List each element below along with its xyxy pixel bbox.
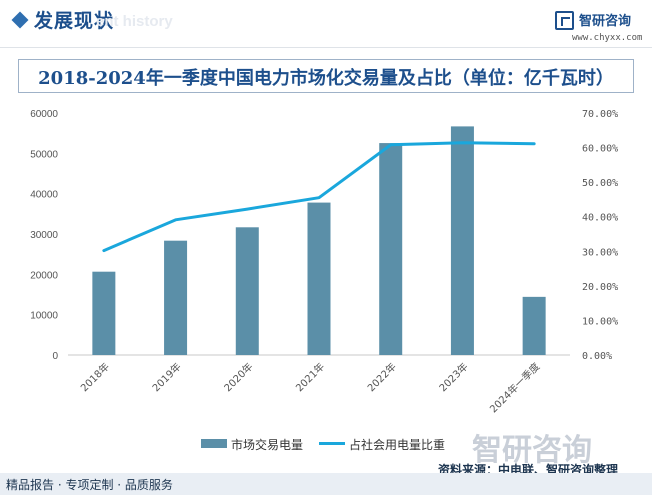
legend-bar-swatch: [201, 439, 227, 448]
x-tick-label: 2020年: [221, 360, 255, 394]
y-right-tick-label: 40.00%: [582, 213, 618, 224]
y-left-tick-label: 0: [52, 351, 58, 362]
bar-4: [379, 143, 403, 355]
y-right-tick-label: 70.00%: [582, 109, 618, 120]
y-left-tick-label: 30000: [30, 230, 58, 241]
brand-logo-icon: [555, 11, 574, 30]
section-subtitle-ghost: ent history: [96, 13, 173, 30]
y-left-tick-label: 20000: [30, 270, 58, 281]
footer-text: 精品报告 · 专项定制 · 品质服务: [6, 478, 173, 492]
x-tick-label: 2022年: [365, 360, 399, 394]
brand-name: 智研咨询: [579, 14, 632, 29]
bar-0: [92, 271, 116, 355]
chart-title-box: [18, 59, 634, 93]
chart-title: 2018-2024年一季度中国电力市场化交易量及占比（单位：亿千瓦时）: [38, 68, 614, 89]
y-right-tick-label: 10.00%: [582, 316, 618, 327]
y-left-tick-label: 60000: [30, 109, 58, 120]
y-left-tick-label: 50000: [30, 149, 58, 160]
bar-3: [307, 202, 331, 355]
y-right-tick-label: 60.00%: [582, 144, 618, 155]
bar-6: [522, 296, 546, 355]
x-tick-label: 2021年: [293, 360, 327, 394]
watermark-logo: 智研咨询: [472, 433, 592, 468]
legend-line-swatch: [319, 442, 345, 445]
section-title: 发展现状: [34, 10, 115, 32]
footer-bar: [0, 473, 652, 495]
bar-2: [235, 227, 259, 355]
y-right-tick-label: 50.00%: [582, 178, 618, 189]
x-tick-label: 2018年: [78, 360, 112, 394]
legend-line-label: 占社会用电量比重: [349, 438, 446, 452]
bar-5: [450, 126, 474, 355]
header-divider: [0, 47, 652, 48]
x-tick-label: 2024年一季度: [487, 360, 542, 415]
x-tick-label: 2023年: [436, 360, 470, 394]
y-right-tick-label: 0.00%: [582, 351, 612, 362]
bar-1: [164, 240, 188, 355]
brand-url: www.chyxx.com: [572, 33, 643, 43]
y-right-tick-label: 20.00%: [582, 282, 618, 293]
y-left-tick-label: 10000: [30, 311, 58, 322]
legend-bar-label: 市场交易电量: [231, 438, 304, 452]
y-left-tick-label: 40000: [30, 190, 58, 201]
y-right-tick-label: 30.00%: [582, 247, 618, 258]
x-tick-label: 2019年: [149, 360, 183, 394]
